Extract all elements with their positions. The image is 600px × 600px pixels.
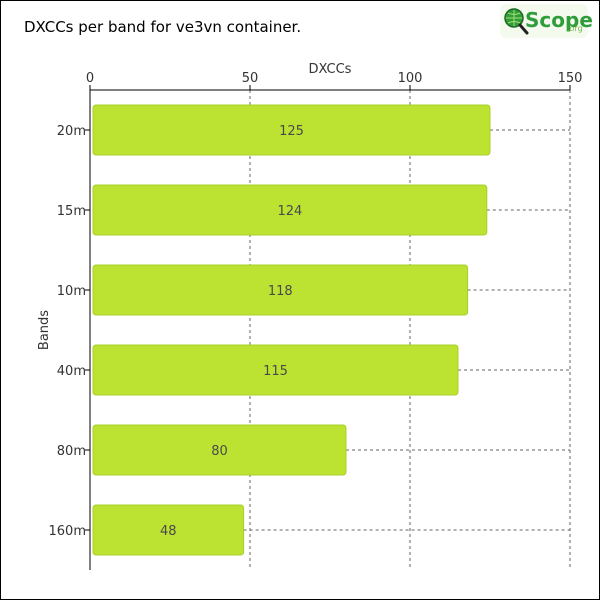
y-tick-label: 10m [57, 284, 86, 299]
bar-10m [92, 264, 469, 316]
x-tick-label: 100 [398, 71, 423, 86]
bar-value-label: 80 [211, 444, 228, 459]
bar-160m [92, 504, 245, 556]
site-logo: Scope .org [500, 4, 593, 38]
magnifier-globe-icon [504, 8, 529, 35]
x-axis-title: DXCCs [309, 62, 352, 77]
y-tick-label: 15m [57, 204, 86, 219]
bar-15m [92, 184, 488, 236]
x-tick-label: 50 [242, 71, 259, 86]
bar-value-label: 115 [263, 364, 288, 379]
x-tick-label: 0 [86, 71, 94, 86]
grid-lines [243, 90, 571, 570]
x-tick-label: 150 [558, 71, 583, 86]
y-tick-label: 40m [57, 364, 86, 379]
y-tick-label: 80m [57, 444, 86, 459]
bar-value-label: 118 [268, 284, 293, 299]
logo-suffix: .org [567, 24, 583, 33]
y-tick-label: 20m [57, 124, 86, 139]
axes: 0 50 100 150 20m 15m 10m 40m 80m 160m [49, 71, 583, 570]
chart-title: DXCCs per band for ve3vn container. [24, 18, 301, 36]
bar-value-label: 48 [160, 524, 177, 539]
y-tick-label: 160m [49, 524, 86, 539]
bar-40m [92, 344, 459, 396]
bar-value-label: 124 [277, 204, 302, 219]
bar-80m [92, 424, 347, 476]
y-axis-title: Bands [37, 310, 52, 350]
bar-value-label: 125 [279, 124, 304, 139]
logo-text: Scope [525, 8, 593, 32]
bar-20m [92, 104, 491, 156]
bars: 125 124 118 115 80 48 [92, 104, 491, 556]
